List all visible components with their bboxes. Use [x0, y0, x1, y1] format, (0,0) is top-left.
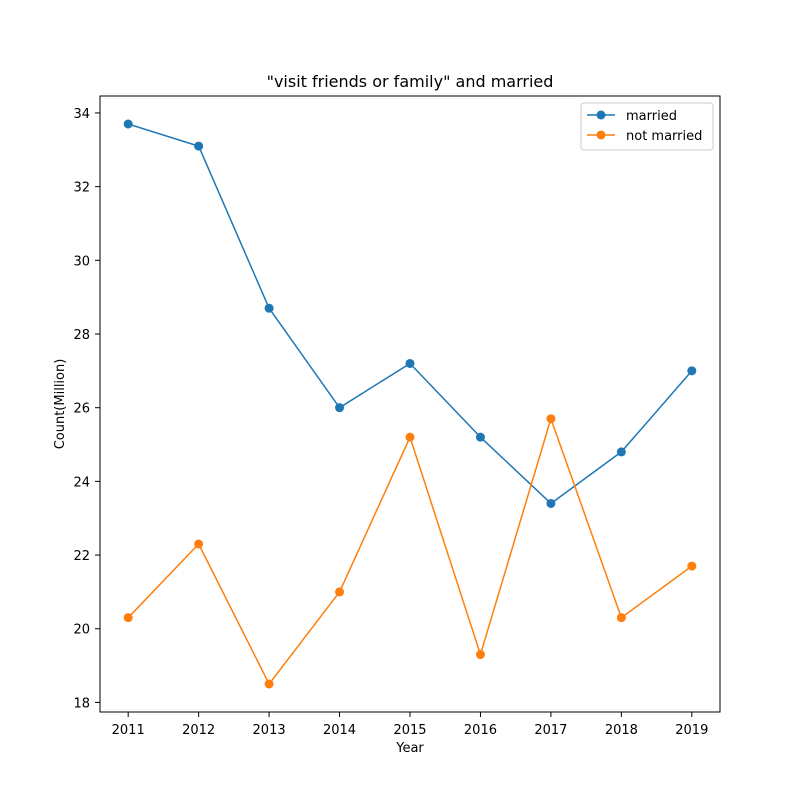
y-tick-label: 28 — [73, 328, 90, 343]
data-point-married — [405, 358, 415, 368]
data-point-married — [335, 403, 345, 413]
x-tick-label: 2015 — [393, 723, 426, 738]
y-tick-label: 30 — [73, 254, 90, 269]
data-point-not-married — [546, 414, 556, 424]
x-axis-label: Year — [395, 741, 424, 756]
x-tick-label: 2012 — [182, 723, 215, 738]
series-married — [123, 119, 697, 508]
plot-area — [123, 119, 697, 689]
y-tick-label: 18 — [73, 696, 90, 711]
data-point-married — [687, 366, 697, 376]
data-point-married — [264, 303, 274, 313]
data-point-not-married — [264, 679, 274, 689]
data-point-not-married — [123, 613, 133, 623]
x-tick-label: 2017 — [534, 723, 567, 738]
series-not-married — [123, 414, 697, 689]
legend-swatch-marker-not-married — [596, 130, 606, 140]
legend-label-not-married: not married — [626, 129, 702, 144]
data-point-married — [123, 119, 133, 129]
data-point-not-married — [405, 432, 415, 442]
data-point-married — [475, 432, 485, 442]
legend-swatch-marker-married — [596, 110, 606, 120]
y-tick-label: 24 — [73, 475, 90, 490]
y-tick-label: 20 — [73, 623, 90, 638]
chart-title: "visit friends or family" and married — [267, 72, 554, 91]
data-point-not-married — [616, 613, 626, 623]
y-tick-label: 26 — [73, 402, 90, 417]
legend-label-married: married — [626, 109, 677, 124]
x-tick-label: 2019 — [675, 723, 708, 738]
data-point-married — [194, 141, 204, 151]
y-tick-label: 22 — [73, 549, 90, 564]
x-tick-label: 2018 — [605, 723, 638, 738]
x-tick-label: 2014 — [323, 723, 356, 738]
y-axis-label: Count(Million) — [53, 359, 68, 450]
data-point-not-married — [194, 539, 204, 549]
x-axis: 2011 2012 2013 2014 2015 2016 2017 2018 2019 — [112, 712, 708, 738]
y-axis: 18 20 22 24 26 28 30 32 34 — [73, 107, 100, 711]
data-point-married — [546, 498, 556, 508]
data-point-not-married — [687, 561, 697, 571]
y-tick-label: 32 — [73, 181, 90, 196]
x-tick-label: 2016 — [464, 723, 497, 738]
data-point-not-married — [475, 650, 485, 660]
x-tick-label: 2011 — [112, 723, 145, 738]
data-point-not-married — [335, 587, 345, 597]
x-tick-label: 2013 — [253, 723, 286, 738]
legend: married not married — [580, 102, 714, 151]
data-point-married — [616, 447, 626, 457]
y-tick-label: 34 — [73, 107, 90, 122]
